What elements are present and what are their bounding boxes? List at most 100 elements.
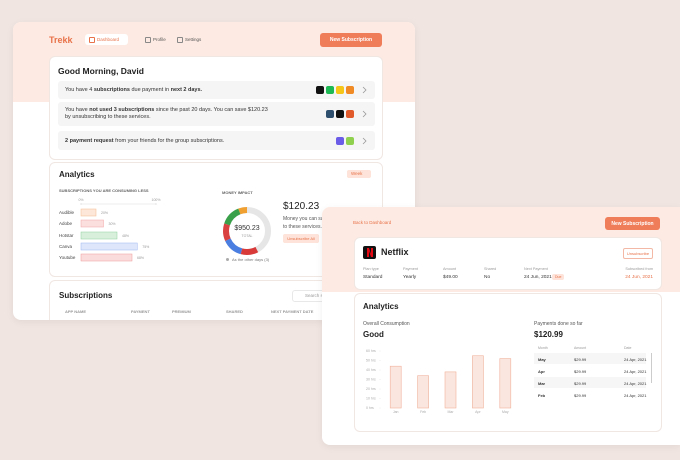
notice-row[interactable]: You have 4 subscriptions due payment in … <box>58 81 375 99</box>
chevron-line <box>362 110 367 118</box>
donut-total-label: TOTAL <box>242 234 253 238</box>
y-tick-label: 50 hrs <box>366 359 376 363</box>
app-icon <box>336 86 344 94</box>
table-cell: $29.99 <box>574 368 587 374</box>
new-subscription-button[interactable]: New Subscription <box>320 33 382 47</box>
value-label: 68% <box>137 256 144 260</box>
bar <box>80 219 104 228</box>
app-icon <box>336 136 344 145</box>
category-label: Adobe <box>59 221 73 226</box>
field-value: Yearly <box>403 275 417 280</box>
table-cell: May <box>538 356 546 362</box>
subscription-card: Netflix Unsubscribe Plan type Standard Pay… <box>354 237 662 290</box>
table-header: Month <box>538 346 548 350</box>
column-header: SHARED <box>226 309 243 314</box>
detail-window: Back to Dashboard New Subscription Netfl… <box>322 207 680 445</box>
notice-text: You have not used 3 subscriptions since … <box>65 107 270 121</box>
y-tick-label: 20 hrs <box>366 387 376 391</box>
notice-part: since the past 20 days. You can save $12… <box>65 107 268 120</box>
column-header: APP NAME <box>65 309 87 314</box>
notice-part: from your friends for the group subscrip… <box>113 137 225 144</box>
field-value: 24 Jun, 2021 <box>524 275 552 280</box>
table-cell: $29.99 <box>574 356 587 362</box>
new-subscription-button[interactable]: New Subscription <box>605 217 660 230</box>
table-row <box>534 365 646 376</box>
bar <box>444 371 457 409</box>
table-header: Date <box>624 346 632 350</box>
bar <box>80 231 118 240</box>
bar <box>389 365 402 409</box>
x-tick-label: May <box>502 410 509 414</box>
y-tick-label: 40 hrs <box>366 368 376 372</box>
field-label: Payment <box>403 267 418 271</box>
greeting-card: Good Morning, David You have 4 subscript… <box>49 56 383 160</box>
payments-table: Month Amount Date May $29.99 24 Apr, 2021 Apr $… <box>534 345 652 407</box>
consumption-title: Overall Consumption <box>363 321 410 327</box>
notice-part: You have <box>65 107 90 113</box>
back-link[interactable]: Back to Dashboard <box>353 220 392 225</box>
field-label: Shared <box>484 267 497 271</box>
table-cell: 24 Apr, 2021 <box>624 392 647 398</box>
nav-label: Settings <box>185 37 202 42</box>
nav-icon <box>89 37 95 43</box>
field-value: 24 Jun, 2021 <box>625 275 653 280</box>
column-header: NEXT PAYMENT DATE <box>271 309 314 314</box>
app-icon <box>346 86 354 94</box>
consumption-bars: 0% 100% Audible 20% Adobe 30% Hotstar 48% Canva 7… <box>59 198 160 262</box>
x-tick-label: Jan <box>393 410 399 414</box>
period-dropdown[interactable]: Week <box>347 170 371 178</box>
subscriptions-title: Subscriptions <box>59 291 113 300</box>
analytics-title: Analytics <box>59 170 95 179</box>
table-row <box>534 377 646 388</box>
unsubscribe-button[interactable]: Unsubscribe <box>623 248 653 259</box>
notice-part: 2 payment request <box>65 137 114 144</box>
consumption-chart: 0 hrs 10 hrs 20 hrs 30 hrs 40 hrs 50 hrs 60 hr… <box>366 349 512 414</box>
netflix-logo <box>363 246 376 259</box>
notice-row[interactable]: You have not used 3 subscriptions since … <box>58 102 375 126</box>
savings: $120.23 <box>283 201 320 212</box>
app-icon <box>326 86 334 94</box>
donut-segment <box>223 207 271 255</box>
category-label: Hotstar <box>59 233 74 238</box>
legend-text: As the other days (3) <box>232 257 270 262</box>
category-label: Canva <box>59 244 73 249</box>
app-icon <box>346 110 354 118</box>
nav-item[interactable]: Dashboard <box>85 34 128 45</box>
y-tick-label: 0 hrs <box>366 406 374 410</box>
nav-item[interactable]: Profile <box>141 34 167 45</box>
x-tick-label: Feb <box>420 410 426 414</box>
bar <box>499 358 512 409</box>
y-tick-label: 10 hrs <box>366 397 376 401</box>
chevron-line <box>362 86 367 94</box>
app-icon <box>336 110 344 118</box>
table-cell: Apr <box>538 368 545 374</box>
nav-label: Profile <box>153 37 166 42</box>
table-row <box>534 353 646 364</box>
chevron <box>362 137 367 144</box>
field-label: Subscribed from <box>625 267 653 271</box>
consumption-title: SUBSCRIPTIONS YOU ARE CONSUMING LESS <box>59 188 149 193</box>
subscription-name: Netflix <box>381 247 409 257</box>
notice-part: not used 3 subscriptions <box>89 107 155 113</box>
notice-text: You have 4 subscriptions due payment in … <box>65 87 270 94</box>
field-label: Plan type <box>363 267 379 271</box>
donut-segment <box>223 207 271 255</box>
column-header: PAYMENT <box>131 309 150 314</box>
notice-part: next 2 days. <box>170 87 203 93</box>
y-tick-label: 60 hrs <box>366 349 376 353</box>
table-row <box>534 389 646 400</box>
unsubscribe-all-button[interactable]: Unsubscribe All <box>283 234 319 243</box>
app-icon <box>326 110 334 118</box>
notice-row[interactable]: 2 payment request from your friends for … <box>58 131 375 150</box>
table-cell: $29.99 <box>574 380 587 386</box>
column-header: PREMIUM <box>172 309 191 314</box>
nav-item[interactable]: Settings <box>173 34 205 45</box>
field-value: Standard <box>363 275 383 280</box>
app-icon <box>316 86 324 94</box>
table-header: Amount <box>574 346 587 350</box>
table-cell: Mar <box>538 380 546 386</box>
chevron <box>362 86 367 94</box>
field-tag: Due <box>552 274 565 280</box>
value-label: 75% <box>142 245 149 249</box>
notice-part: due payment in <box>129 87 171 93</box>
